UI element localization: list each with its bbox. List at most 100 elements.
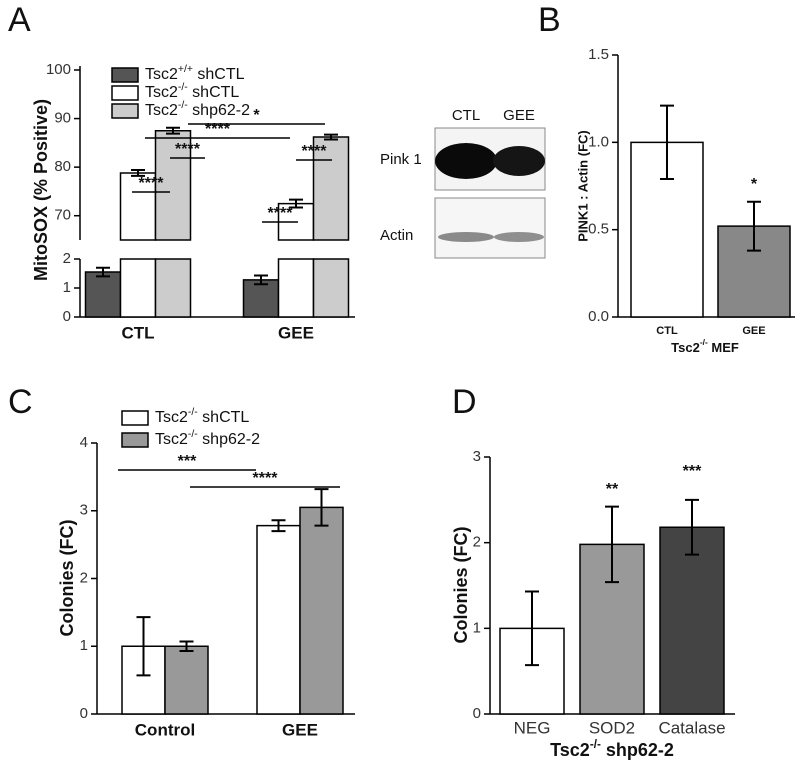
text-part: -/-	[178, 82, 188, 93]
legend-label: Tsc2-/- shp62-2	[155, 429, 260, 448]
y-tick-label: 0.0	[588, 308, 609, 325]
significance-label: ***	[683, 463, 702, 480]
text-part: shp62-2	[188, 102, 250, 119]
x-tick-label: GEE	[742, 325, 765, 337]
blot-frame	[434, 197, 546, 259]
error-bar	[685, 498, 699, 556]
blot-band	[435, 143, 497, 179]
blot-lane-label: CTL	[452, 107, 480, 124]
y-tick-label: 3	[80, 502, 88, 519]
error-bar	[324, 133, 338, 141]
text-part: Tsc2	[155, 409, 188, 426]
y-tick-label: 2	[80, 569, 88, 586]
bar	[312, 136, 350, 318]
text-part: Tsc2	[145, 102, 178, 119]
bar	[630, 141, 704, 318]
panel-label: C	[8, 383, 33, 421]
error-bar	[166, 126, 180, 135]
significance-label: ****	[175, 141, 201, 158]
y-tick-label: 0.5	[588, 221, 609, 238]
significance-label: **	[606, 481, 619, 498]
y-tick-label: 1.0	[588, 133, 609, 150]
x-axis-label: Tsc2-/- shp62-2	[550, 738, 674, 760]
x-tick-label: CTL	[656, 325, 678, 337]
text-part: shCTL	[198, 409, 250, 426]
bar	[84, 271, 122, 318]
error-bar	[96, 266, 110, 278]
legend-label: Tsc2-/- shCTL	[155, 407, 249, 426]
y-axis-label: Colonies (FC)	[451, 527, 471, 644]
error-bar	[314, 488, 329, 527]
y-tick-label: 1	[80, 637, 88, 654]
y-tick-label: 1.5	[588, 46, 609, 63]
blot-band	[493, 146, 545, 176]
bar	[256, 524, 301, 715]
x-tick-label: SOD2	[589, 718, 635, 737]
significance-label: ****	[268, 205, 294, 222]
blot-row-label: Actin	[380, 227, 413, 244]
text-part: Tsc2	[145, 66, 178, 83]
bar	[717, 225, 791, 318]
panel-label: A	[8, 1, 31, 39]
text-part: -/-	[188, 407, 198, 418]
text-part: -/-	[700, 337, 708, 347]
y-axis-label: MitoSOX (% Positive)	[31, 99, 51, 281]
bar	[154, 129, 192, 318]
y-tick-label: 2	[63, 250, 71, 267]
error-bar	[271, 519, 286, 533]
panel-label: D	[452, 383, 477, 421]
text-part: -/-	[590, 738, 601, 751]
legend-swatch	[111, 85, 139, 101]
blot-band	[438, 232, 494, 242]
error-bar	[254, 274, 268, 286]
bar	[164, 645, 209, 715]
significance-label: *	[751, 176, 758, 193]
bar	[659, 526, 725, 715]
y-tick-label: 80	[54, 158, 71, 175]
legend-swatch	[111, 103, 139, 119]
text-part: MEF	[708, 340, 739, 355]
text-part: Tsc2	[155, 431, 188, 448]
text-part: shCTL	[193, 66, 245, 83]
y-tick-label: 0	[63, 308, 71, 325]
blot-lane-label: GEE	[503, 107, 535, 124]
significance-label: ****	[253, 470, 279, 487]
legend-swatch	[121, 432, 149, 448]
x-axis-label: Tsc2-/- MEF	[671, 337, 739, 355]
panel-label: B	[538, 1, 561, 39]
y-tick-label: 0	[473, 705, 481, 722]
y-tick-label: 100	[46, 61, 71, 78]
text-part: -/-	[178, 100, 188, 111]
x-tick-label: Control	[135, 720, 195, 739]
y-axis-label: Colonies (FC)	[57, 520, 77, 637]
text-part: +/+	[178, 64, 193, 75]
error-bar	[747, 200, 761, 252]
y-tick-label: 1	[63, 279, 71, 296]
text-part: Tsc2	[145, 84, 178, 101]
error-bar	[660, 104, 674, 181]
text-part: shp62-2	[601, 740, 674, 760]
y-tick-label: 90	[54, 110, 71, 127]
y-tick-label: 3	[473, 448, 481, 465]
x-tick-label: GEE	[282, 720, 318, 739]
error-bar	[136, 616, 151, 677]
y-tick-label: 4	[80, 434, 88, 451]
y-tick-label: 1	[473, 619, 481, 636]
significance-label: ****	[302, 143, 328, 160]
bar	[499, 627, 565, 715]
blot-band	[494, 232, 544, 242]
error-bar	[179, 640, 194, 652]
error-bar	[605, 505, 619, 584]
bar	[119, 172, 157, 318]
blot-row-label: Pink 1	[380, 151, 422, 168]
legend-swatch	[111, 67, 139, 83]
significance-label: ***	[178, 453, 197, 470]
text-part: Tsc2	[671, 340, 700, 355]
significance-label: ****	[205, 121, 231, 138]
y-axis-label: PINK1 : Actin (FC)	[575, 130, 590, 241]
text-part: -/-	[188, 429, 198, 440]
bar	[579, 543, 645, 715]
significance-label: *	[253, 107, 260, 124]
text-part: shp62-2	[198, 431, 260, 448]
